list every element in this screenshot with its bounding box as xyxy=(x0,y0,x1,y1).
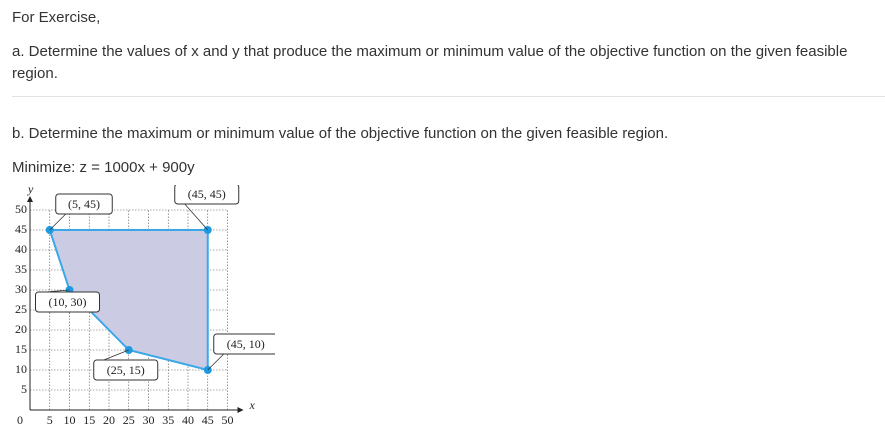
x-axis-label: x xyxy=(249,398,256,412)
y-tick-label: 35 xyxy=(15,262,27,276)
callout xyxy=(184,203,209,231)
x-tick-label: 35 xyxy=(162,413,174,427)
y-tick-label: 45 xyxy=(15,222,27,236)
x-tick-label: 40 xyxy=(182,413,194,427)
y-tick-label: 20 xyxy=(15,322,27,336)
vertex-label: (5, 45) xyxy=(68,197,100,211)
label-box xyxy=(174,185,240,205)
x-tick-label: 25 xyxy=(123,413,135,427)
x-tick-label: 50 xyxy=(222,413,234,427)
intro: For Exercise, xyxy=(12,9,101,26)
y-arrow xyxy=(27,196,33,202)
label-box xyxy=(93,359,159,381)
label-box xyxy=(55,193,113,215)
vertex-label: (10, 30) xyxy=(49,295,87,309)
x-tick-label: 20 xyxy=(103,413,115,427)
objective: Minimize: z = 1000x + 900y xyxy=(12,159,195,176)
y-tick-label: 50 xyxy=(15,202,27,216)
separator xyxy=(12,96,885,97)
part-a: a. Determine the values of x and y that … xyxy=(12,43,848,82)
y-tick-label: 15 xyxy=(15,342,27,356)
x-tick-label: 45 xyxy=(202,413,214,427)
callout xyxy=(49,213,67,231)
vertex-label: (25, 15) xyxy=(107,363,145,377)
y-tick-label: 5 xyxy=(21,382,27,396)
x-tick-label: 30 xyxy=(143,413,155,427)
y-tick-label: 40 xyxy=(15,242,27,256)
chart: 0 5 10 15 20 25 30 35 40 45 50 5 10 15 20 25 30 35 40 45 50 x… xyxy=(15,185,275,427)
x-tick-label: 15 xyxy=(83,413,95,427)
label-box xyxy=(35,291,100,313)
label-box xyxy=(213,333,275,355)
callout xyxy=(103,349,129,361)
vertex-label: (45, 10) xyxy=(227,337,265,351)
x-arrow xyxy=(237,407,244,413)
vertex-label: (45, 45) xyxy=(188,187,226,201)
x-tick-label: 0 xyxy=(17,413,23,427)
y-tick-label: 10 xyxy=(15,362,27,376)
y-tick-label: 30 xyxy=(15,282,27,296)
part-b: b. Determine the maximum or minimum valu… xyxy=(12,125,669,142)
callout xyxy=(207,353,225,371)
y-axis-label: y xyxy=(27,185,34,196)
x-tick-label: 5 xyxy=(47,413,53,427)
y-tick-label: 25 xyxy=(15,302,27,316)
x-tick-label: 10 xyxy=(64,413,76,427)
feasible-region xyxy=(48,229,209,372)
